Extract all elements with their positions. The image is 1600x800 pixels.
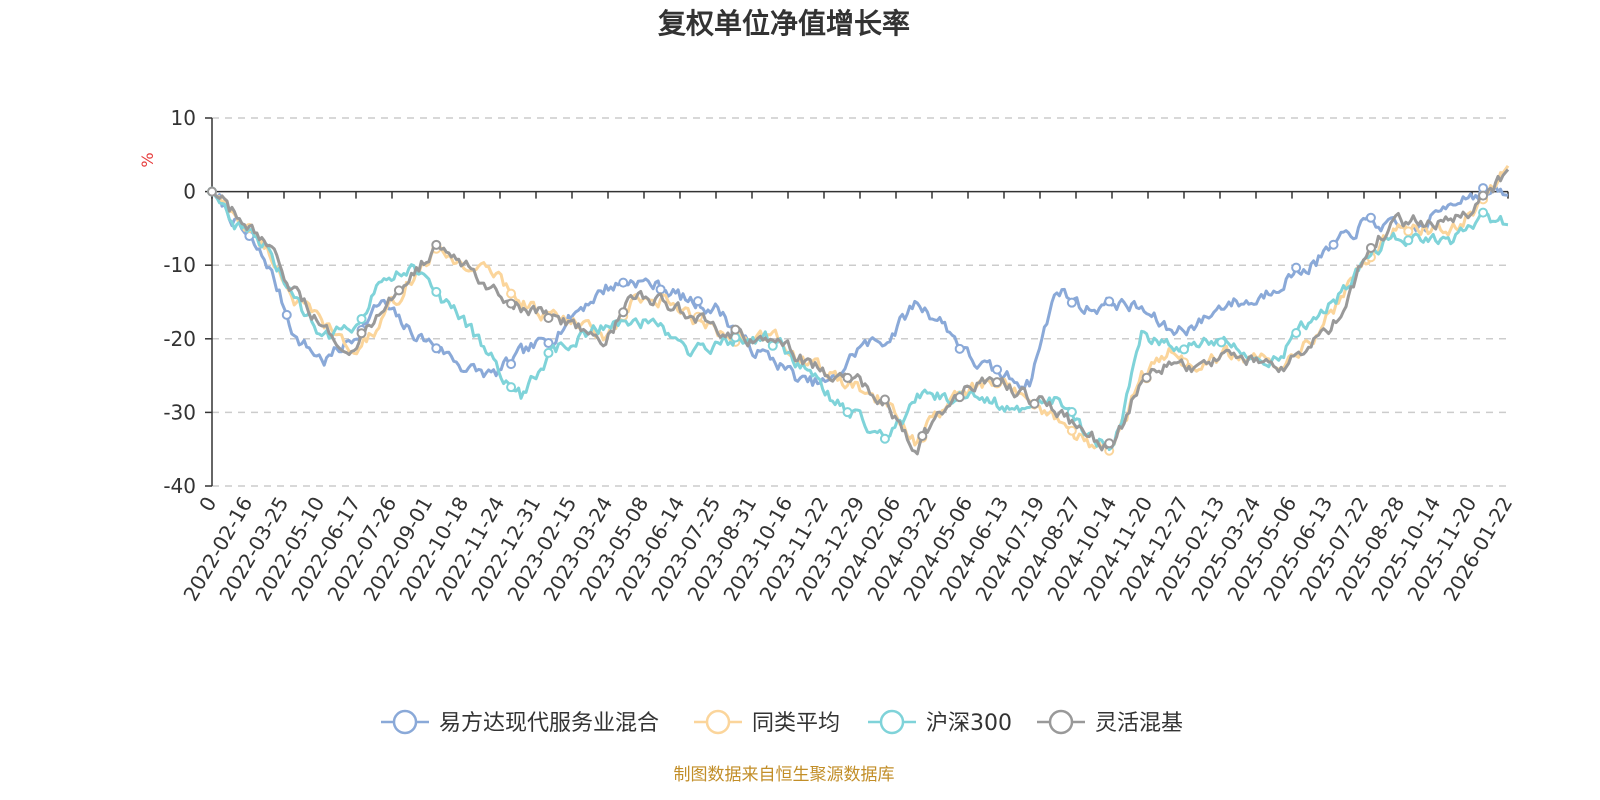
series-marker	[1104, 438, 1115, 449]
series-marker	[1066, 425, 1077, 436]
series-marker	[1066, 297, 1077, 308]
series-marker	[1216, 337, 1227, 348]
y-tick-label: -40	[163, 474, 196, 498]
series-marker	[954, 392, 965, 403]
series-marker	[356, 313, 367, 324]
legend-item[interactable]: 灵活混基	[1037, 709, 1183, 736]
y-tick-labels: 10 0 -10 -20 -30 -40	[163, 106, 196, 498]
series-marker	[393, 285, 404, 296]
y-tick-label: 0	[183, 180, 196, 204]
series-marker	[1365, 212, 1376, 223]
series-marker	[207, 186, 217, 197]
series-line	[210, 168, 1510, 456]
y-tick-label: -10	[163, 253, 196, 277]
series-line	[210, 164, 1510, 453]
series-marker	[1478, 190, 1489, 201]
series-marker	[917, 430, 928, 441]
series-marker	[1291, 327, 1302, 338]
series-marker	[618, 307, 629, 318]
x-tick-label: 0	[194, 493, 221, 516]
axes	[205, 117, 1509, 487]
series-marker	[954, 343, 965, 354]
legend[interactable]: 易方达现代服务业混合 同类平均 沪深300 灵活混基	[381, 709, 1183, 736]
series-marker	[431, 286, 442, 297]
legend-item[interactable]: 沪深300	[868, 709, 1012, 736]
series-marker	[842, 407, 853, 418]
x-tick-labels: 02022-02-162022-03-252022-05-102022-06-1…	[178, 493, 1517, 606]
series-marker	[543, 347, 554, 358]
series-marker	[618, 277, 629, 288]
series-marker	[992, 364, 1003, 375]
legend-item[interactable]: 同类平均	[694, 709, 840, 736]
series-marker	[1403, 235, 1414, 246]
series-marker	[693, 296, 703, 307]
legend-circle-icon	[1048, 709, 1074, 735]
series-marker	[1141, 372, 1152, 383]
y-tick-label: -20	[163, 327, 196, 351]
series-marker	[431, 343, 442, 354]
series-marker	[1403, 226, 1414, 237]
y-axis-unit-label: %	[138, 152, 157, 167]
legend-circle-icon	[392, 709, 418, 735]
series-marker	[879, 394, 890, 405]
grid-lines	[212, 117, 1508, 487]
legend-circle-icon	[705, 709, 731, 735]
y-tick-label: -30	[163, 400, 196, 424]
legend-item[interactable]: 易方达现代服务业混合	[381, 709, 659, 736]
legend-label: 沪深300	[926, 711, 1012, 736]
series-marker	[655, 284, 666, 295]
series-line	[210, 190, 1509, 452]
series-marker	[1179, 344, 1189, 355]
series-marker	[1029, 398, 1040, 409]
legend-circle-icon	[879, 709, 905, 735]
series-marker	[1104, 296, 1115, 307]
series-marker	[543, 312, 554, 323]
series-marker	[730, 324, 741, 335]
series-marker	[992, 377, 1003, 388]
series-marker	[543, 338, 554, 349]
y-tick-label: 10	[171, 106, 196, 130]
data-source-note: 制图数据来自恒生聚源数据库	[674, 765, 895, 785]
series-marker	[356, 328, 367, 339]
series-line	[210, 184, 1509, 390]
legend-label: 易方达现代服务业混合	[439, 711, 659, 736]
series-marker	[506, 298, 517, 309]
series-marker	[1365, 242, 1376, 253]
legend-label: 同类平均	[752, 711, 840, 736]
series-lines	[207, 164, 1510, 456]
series-marker	[1066, 407, 1077, 418]
series-marker	[506, 288, 517, 299]
chart-title: 复权单位净值增长率	[658, 7, 910, 40]
series-marker	[1328, 239, 1339, 250]
series-marker	[879, 433, 890, 444]
series-marker	[506, 382, 517, 393]
series-marker	[431, 239, 442, 250]
series-marker	[1478, 207, 1489, 218]
legend-label: 灵活混基	[1095, 711, 1183, 736]
series-marker	[506, 359, 517, 370]
series-marker	[842, 372, 853, 383]
series-marker	[1291, 262, 1302, 273]
series-marker	[281, 309, 292, 320]
